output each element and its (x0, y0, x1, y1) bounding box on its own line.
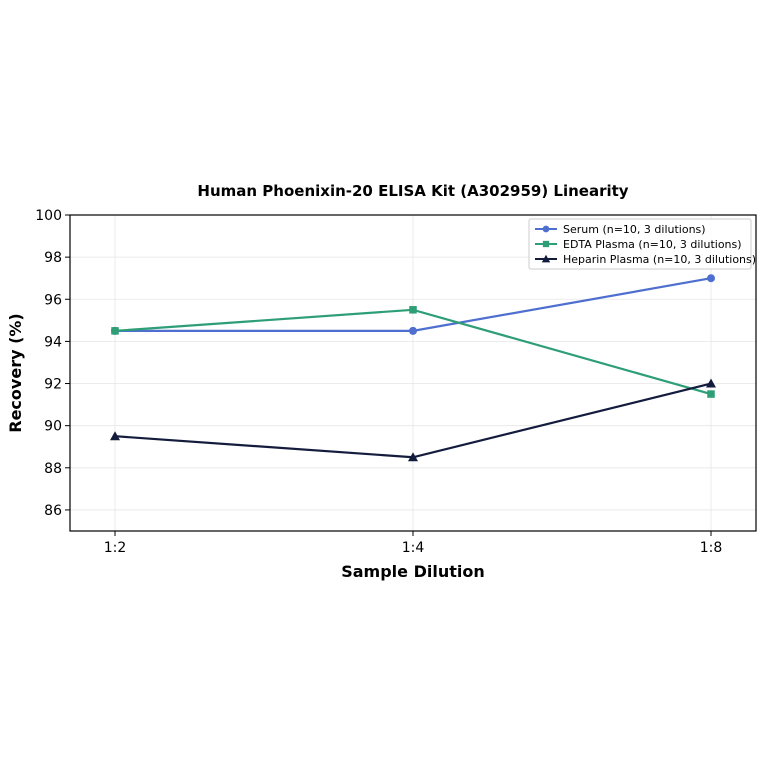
series-2 (111, 306, 715, 398)
y-tick-label: 88 (44, 461, 62, 477)
y-tick-label: 94 (44, 334, 62, 350)
x-axis-label: Sample Dilution (341, 562, 485, 581)
x-tick-label: 1:4 (402, 540, 425, 556)
legend-item: Heparin Plasma (n=10, 3 dilutions) (535, 253, 756, 266)
data-point (706, 378, 716, 388)
legend-item: EDTA Plasma (n=10, 3 dilutions) (535, 238, 742, 251)
x-tick-label: 1:8 (700, 540, 723, 556)
data-point (111, 327, 119, 335)
data-point (707, 390, 715, 398)
x-tick-label: 1:2 (104, 540, 127, 556)
y-tick-label: 90 (44, 419, 62, 435)
data-point (408, 452, 418, 462)
legend-marker (542, 240, 550, 248)
data-point (110, 431, 120, 441)
legend-label: EDTA Plasma (n=10, 3 dilutions) (563, 238, 742, 251)
legend-item: Serum (n=10, 3 dilutions) (535, 223, 706, 236)
series-layer (110, 274, 716, 462)
data-point (707, 274, 715, 283)
y-tick-label: 98 (44, 250, 62, 266)
legend-label: Serum (n=10, 3 dilutions) (563, 223, 706, 236)
y-tick-label: 100 (35, 208, 62, 224)
y-axis-label: Recovery (%) (6, 313, 25, 432)
series-3 (110, 378, 716, 462)
x-axis: 1:2 1:4 1:8 (104, 531, 723, 556)
chart-title: Human Phoenixin-20 ELISA Kit (A302959) L… (197, 182, 628, 200)
y-tick-label: 92 (44, 377, 62, 393)
data-point (409, 306, 417, 314)
legend-box (528, 218, 752, 270)
y-tick-label: 86 (44, 503, 62, 519)
data-point (409, 326, 417, 335)
y-tick-label: 96 (44, 292, 62, 308)
legend-marker (541, 254, 551, 263)
y-axis: 86 88 90 92 94 96 98 100 (35, 208, 70, 519)
legend: Serum (n=10, 3 dilutions) EDTA Plasma (n=… (528, 218, 756, 270)
legend-marker (542, 225, 550, 233)
legend-label: Heparin Plasma (n=10, 3 dilutions) (563, 253, 756, 266)
